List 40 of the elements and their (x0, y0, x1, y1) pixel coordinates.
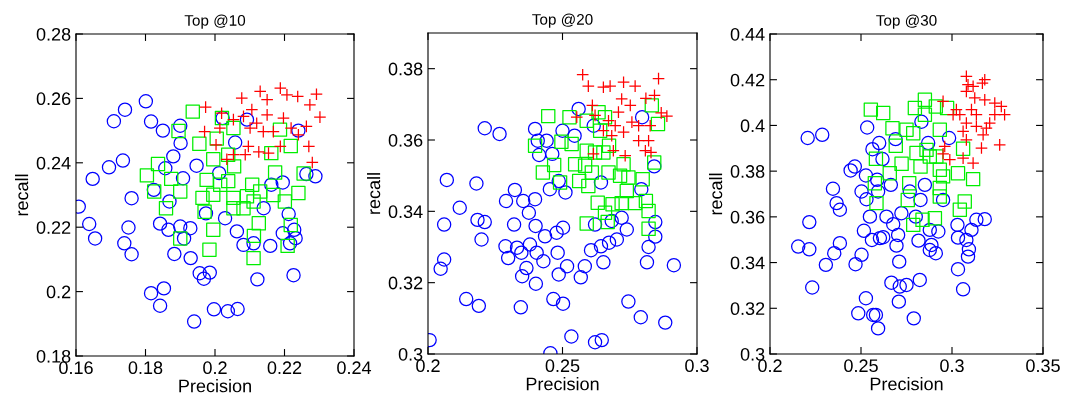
x-tick-label: 0.2 (758, 359, 782, 373)
y-tick-label: 0.4 (740, 119, 765, 133)
x-tick-label: 0.16 (59, 361, 93, 375)
chart-title: Top @20 (532, 13, 593, 28)
x-axis-title: Precision (526, 377, 599, 391)
y-tick-label: 0.38 (730, 165, 765, 178)
x-tick-label: 0.18 (128, 361, 163, 375)
y-tick-label: 0.38 (388, 62, 423, 76)
x-tick-label: 0.2 (416, 359, 440, 373)
x-tick-label: 0.24 (337, 361, 372, 375)
y-tick-label: 0.36 (730, 210, 765, 224)
y-tick-label: 0.18 (36, 349, 71, 363)
x-axis-title: Precision (870, 377, 943, 391)
y-tick-label: 0.28 (36, 27, 71, 41)
y-tick-label: 0.34 (730, 256, 765, 270)
y-tick-label: 0.34 (388, 205, 423, 219)
y-axis-title: recall (709, 173, 723, 215)
x-tick-label: 0.22 (267, 361, 302, 375)
chart-title: Top @10 (184, 14, 246, 29)
x-tick-label: 0.2 (203, 361, 227, 375)
x-tick-label: 0.3 (685, 359, 709, 373)
y-tick-label: 0.44 (730, 27, 765, 41)
chart-title: Top @30 (876, 14, 937, 29)
y-tick-label: 0.3 (740, 347, 765, 361)
x-tick-label: 0.25 (545, 359, 580, 373)
y-tick-label: 0.3 (398, 347, 423, 361)
x-tick-label: 0.25 (844, 359, 878, 373)
x-axis-title: Precision (179, 379, 251, 393)
y-tick-label: 0.24 (36, 156, 71, 170)
y-tick-label: 0.22 (36, 221, 71, 234)
y-tick-label: 0.32 (388, 276, 423, 290)
x-tick-label: 0.3 (940, 359, 964, 373)
y-tick-label: 0.26 (36, 92, 71, 106)
y-axis-title: recall (367, 173, 381, 214)
y-tick-label: 0.36 (388, 133, 423, 147)
x-tick-label: 0.35 (1026, 359, 1060, 373)
y-tick-label: 0.42 (730, 73, 765, 87)
y-axis-title: recall (15, 174, 29, 216)
y-tick-label: 0.32 (730, 302, 765, 316)
y-tick-label: 0.2 (46, 285, 71, 299)
